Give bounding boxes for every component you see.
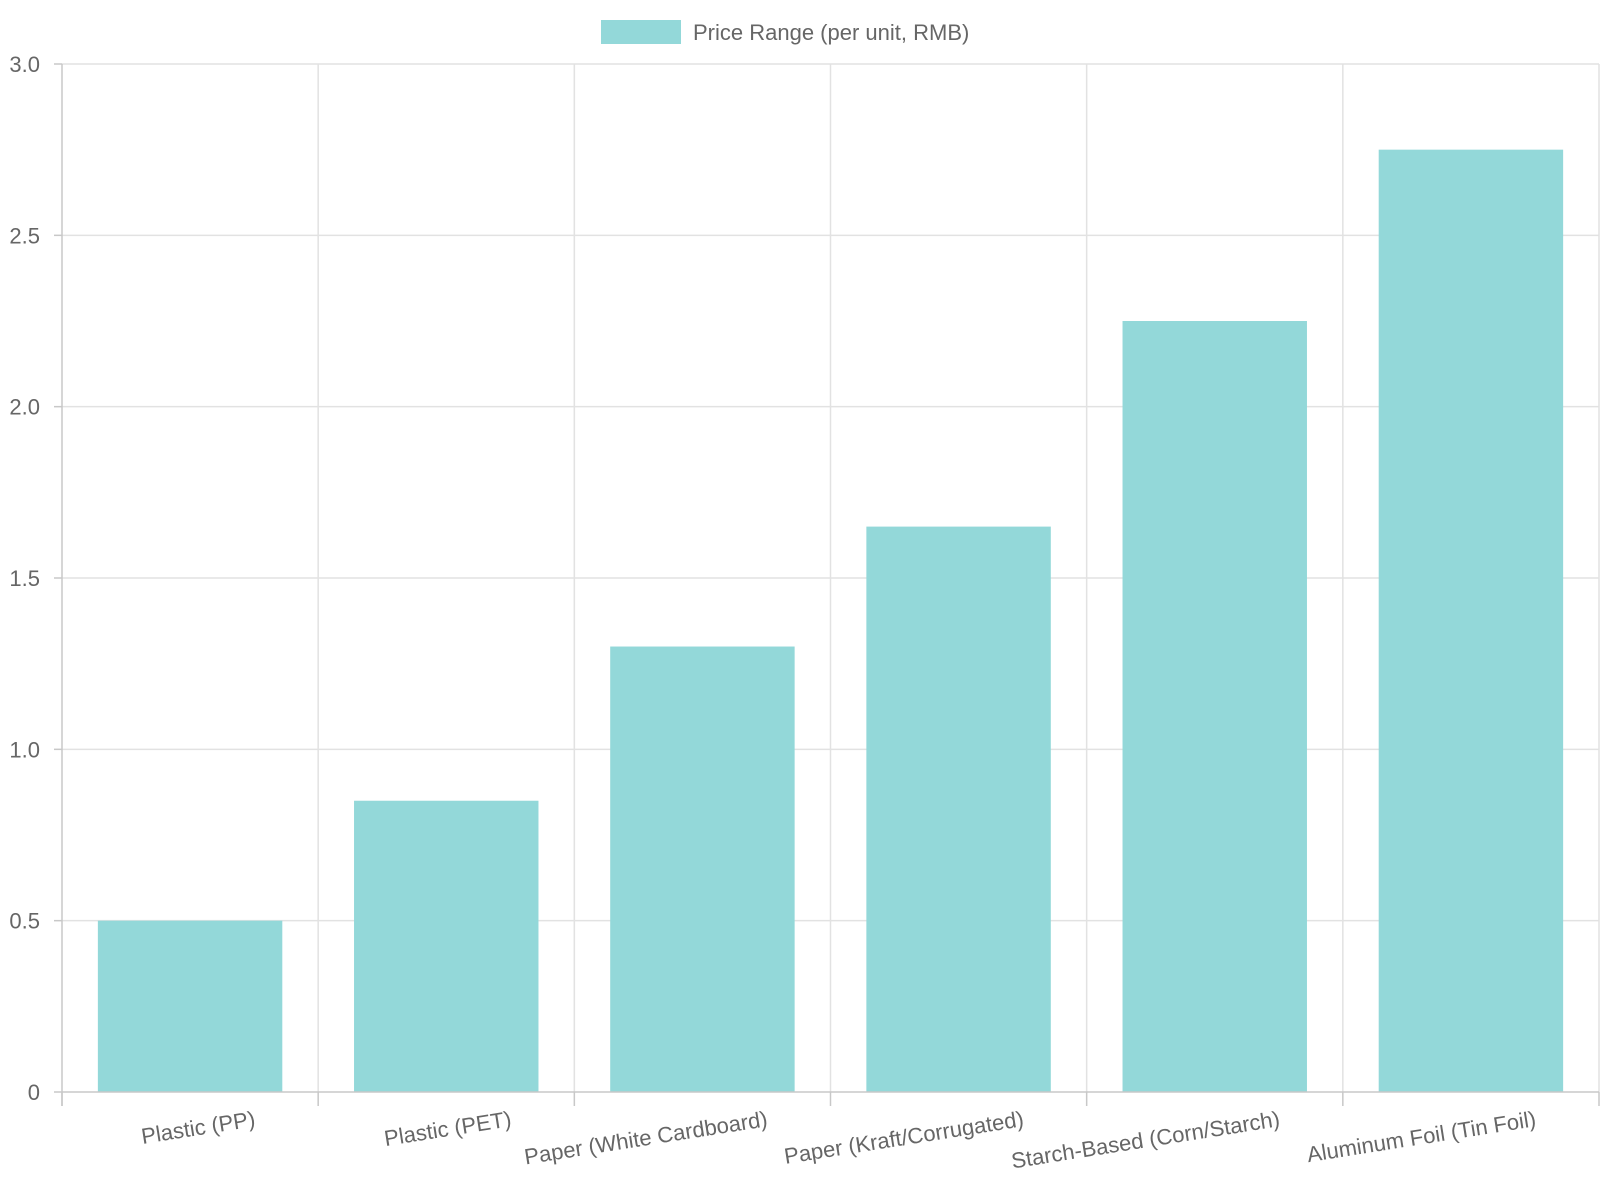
- bar-2[interactable]: [354, 800, 539, 1092]
- x-tick-label: Starch-Based (Corn/Starch): [1010, 1106, 1282, 1173]
- axes: [54, 63, 1600, 1106]
- y-tick-label: 1.5: [9, 566, 40, 591]
- bar-4[interactable]: [866, 526, 1051, 1092]
- y-tick-label: 0: [28, 1080, 40, 1105]
- y-tick-label: 1.0: [9, 737, 40, 762]
- x-tick-label: Aluminum Foil (Tin Foil): [1305, 1106, 1538, 1167]
- x-axis-tick-labels: Plastic (PP) Plastic (PET) Paper (White Ca…: [139, 1106, 1537, 1173]
- grid-lines: [62, 63, 1600, 1092]
- x-tick-label: Paper (White Cardboard): [523, 1106, 770, 1169]
- y-tick-label: 0.5: [9, 909, 40, 934]
- y-tick-label: 2.0: [9, 395, 40, 420]
- bar-1[interactable]: [97, 920, 283, 1092]
- bar-5[interactable]: [1122, 321, 1307, 1092]
- x-tick-label: Plastic (PET): [382, 1106, 513, 1151]
- chart-legend[interactable]: Price Range (per unit, RMB): [601, 20, 969, 45]
- y-tick-label: 3.0: [9, 52, 40, 77]
- y-axis-tick-labels: 0 0.5 1.0 1.5 2.0 2.5 3.0: [9, 52, 40, 1105]
- bar-3[interactable]: [610, 646, 795, 1092]
- bars: [97, 149, 1564, 1092]
- x-tick-label: Plastic (PP): [139, 1106, 256, 1149]
- y-tick-label: 2.5: [9, 223, 40, 248]
- bar-6[interactable]: [1378, 149, 1564, 1092]
- legend-swatch: [601, 20, 681, 44]
- legend-label: Price Range (per unit, RMB): [693, 20, 969, 45]
- x-tick-label: Paper (Kraft/Corrugated): [782, 1106, 1025, 1169]
